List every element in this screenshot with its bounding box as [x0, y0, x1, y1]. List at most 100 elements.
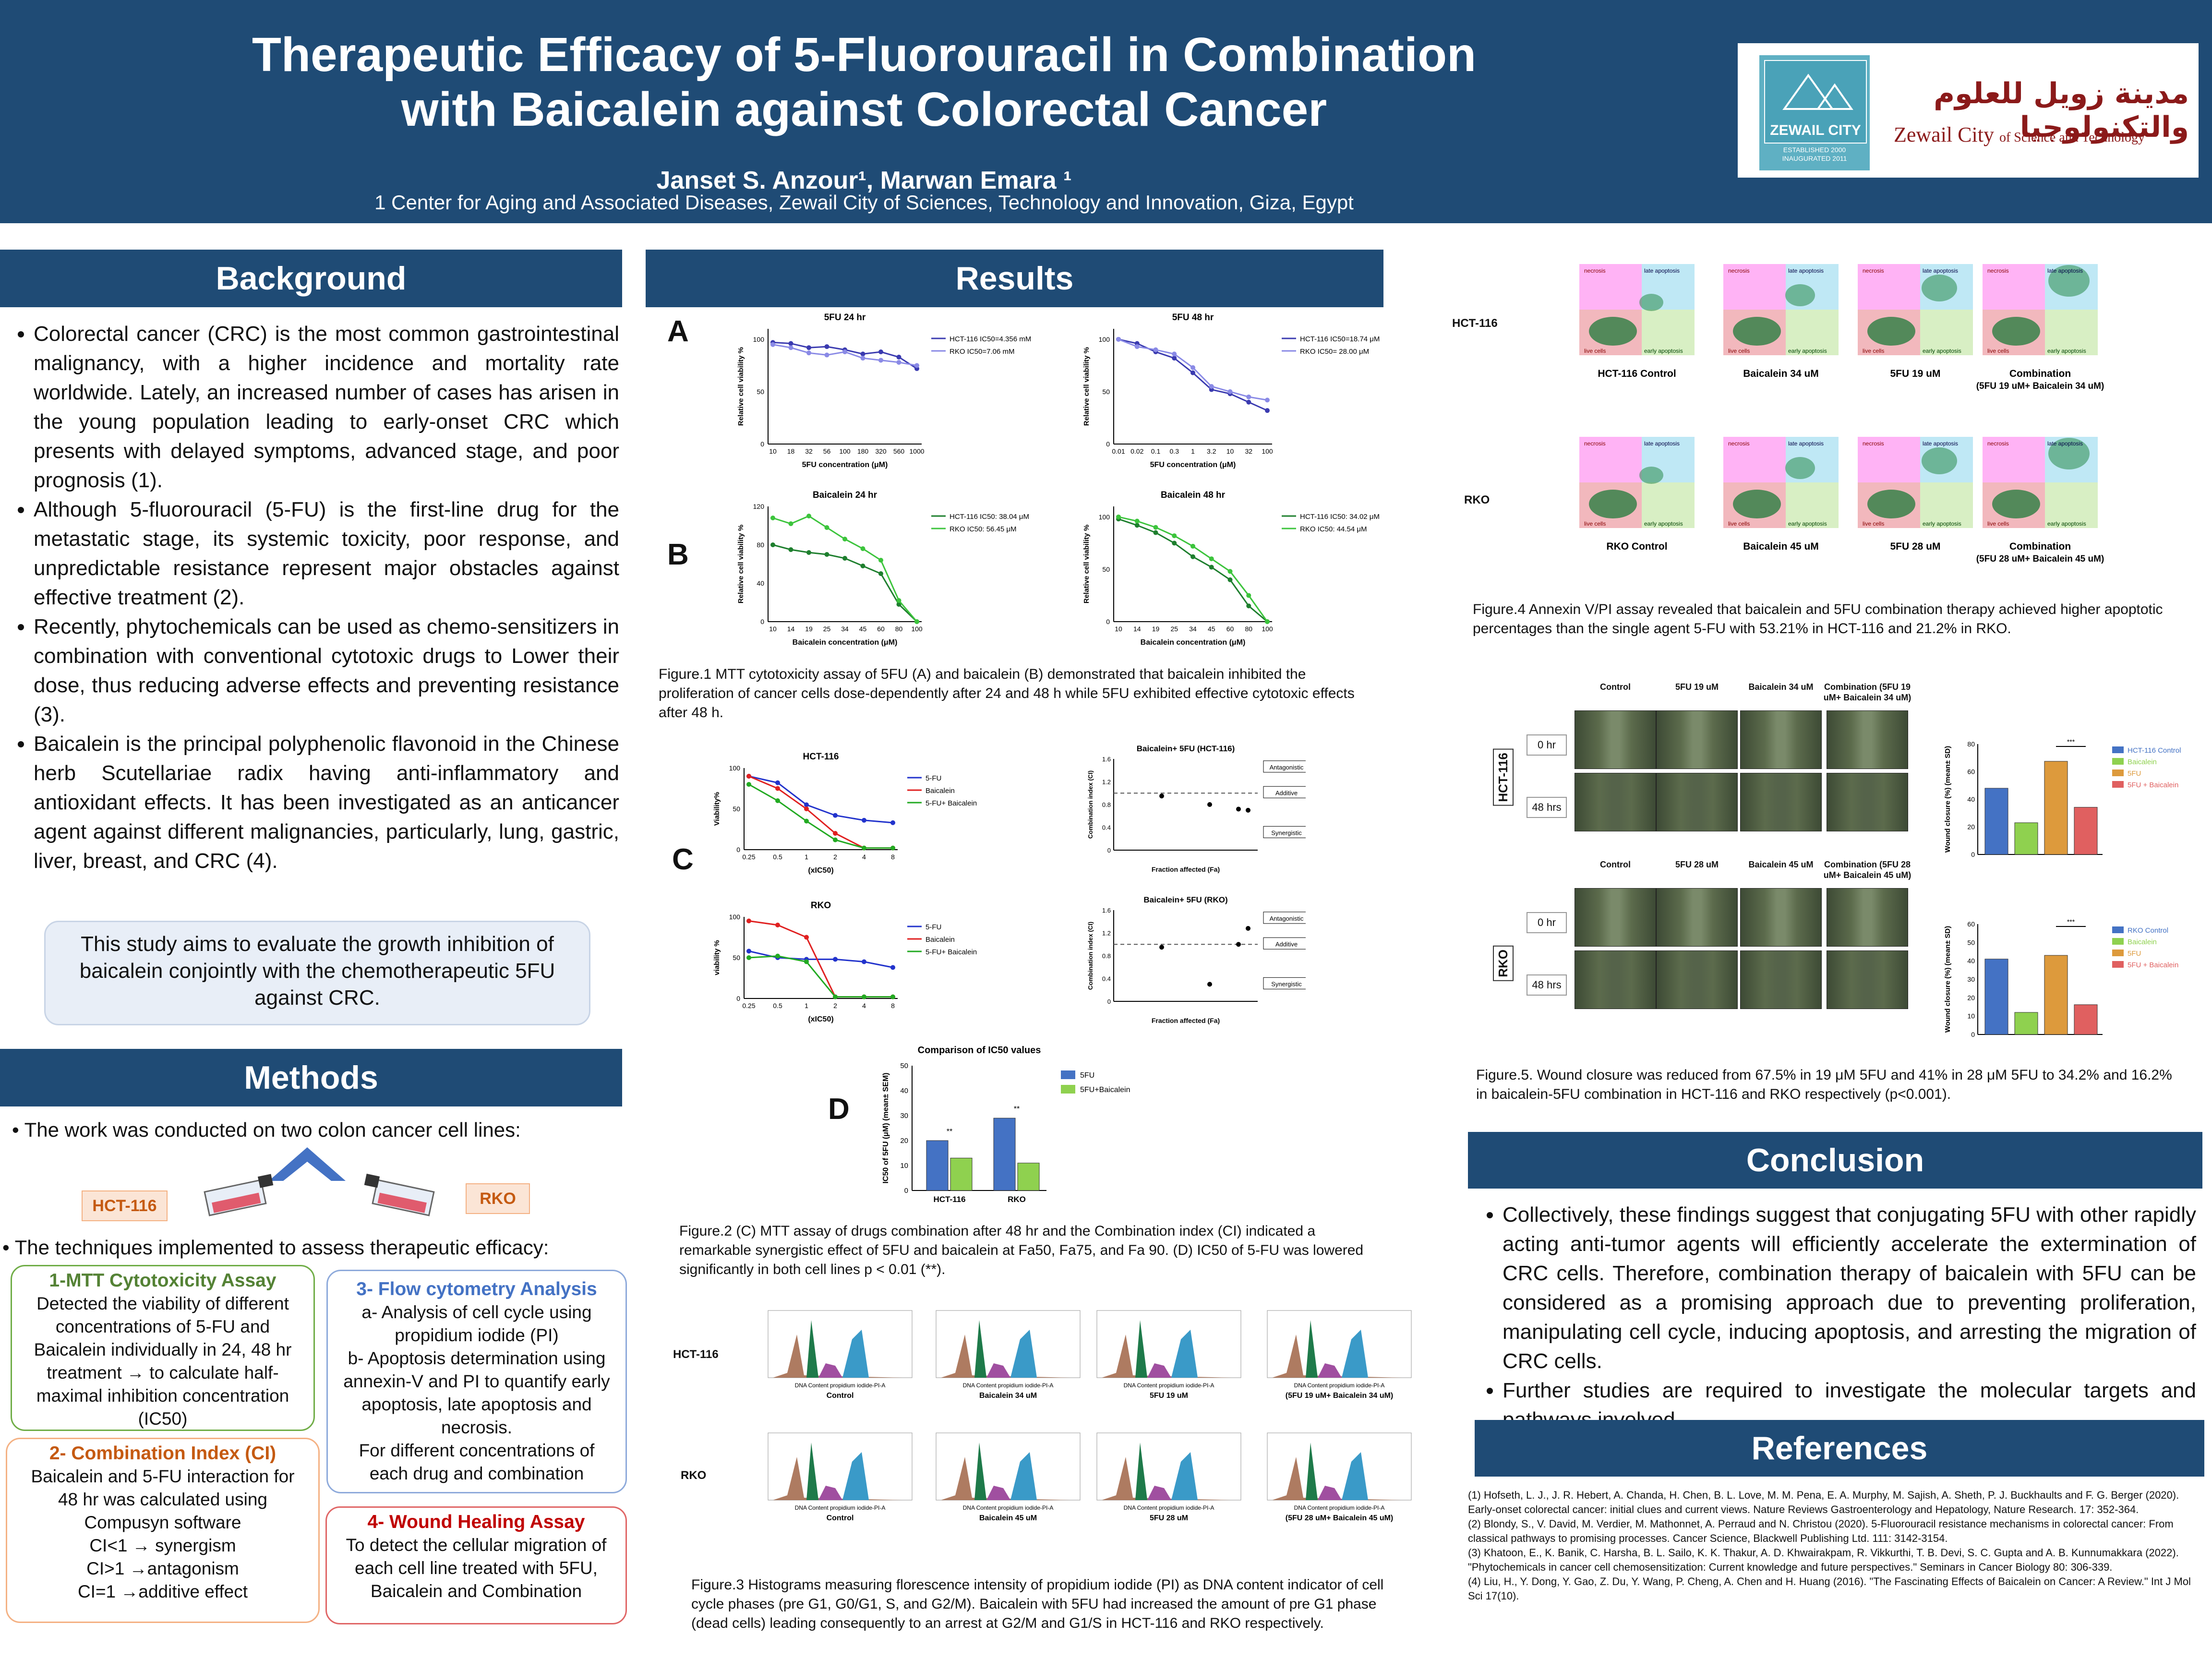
necrosis-quadrant — [1983, 437, 2045, 482]
x-axis-label: Baicalein concentration (μM) — [793, 638, 898, 647]
x-tick-label: 560 — [893, 447, 905, 455]
early-apoptosis-quadrant — [2045, 310, 2098, 355]
y-tick-label: 0.4 — [1102, 975, 1111, 983]
apoptosis-plot-label: Baicalein 45 uM — [1743, 541, 1819, 552]
y-axis-label: Relative cell viability % — [737, 347, 745, 426]
g1-peak — [1135, 1320, 1147, 1378]
flask-icon — [364, 1174, 435, 1216]
y-tick-label: 30 — [1967, 975, 1975, 983]
data-point — [833, 813, 838, 818]
cell-cluster — [1785, 284, 1815, 306]
data-point — [1190, 365, 1195, 370]
x-tick-label: 10 — [769, 625, 777, 633]
cell-cycle-hct116-label: HCT-116 — [673, 1348, 719, 1361]
x-tick-label: 100 — [1262, 447, 1273, 455]
data-point — [775, 953, 780, 959]
ci-point — [1159, 945, 1164, 950]
data-point — [788, 345, 793, 350]
quadrant-label: necrosis — [1987, 440, 2009, 447]
bar — [2044, 955, 2068, 1035]
y-axis-label: Wound closure (%) (mean± SD) — [1944, 926, 1952, 1033]
data-point — [862, 959, 866, 964]
legend-label: Baicalein — [2128, 758, 2157, 766]
flow-apoptosis: b- Apoptosis determination using annexin… — [343, 1348, 610, 1437]
necrosis-quadrant — [1858, 264, 1920, 310]
data-point — [1209, 556, 1214, 562]
data-point — [1227, 569, 1233, 574]
x-tick-label: 8 — [891, 853, 895, 861]
x-tick-label: 32 — [805, 447, 813, 455]
cell-cluster — [1992, 317, 2040, 346]
data-point — [842, 556, 847, 561]
ci-synergism: CI<1 → synergism — [89, 1536, 236, 1555]
x-tick-label: 0.01 — [1112, 447, 1125, 455]
legend-swatch — [2112, 781, 2124, 788]
apoptosis-plot-label: 5FU 28 uM — [1890, 541, 1940, 552]
quadrant-label: live cells — [1728, 520, 1750, 527]
data-point — [878, 571, 883, 576]
data-point — [1265, 619, 1270, 624]
chart-title: 5FU 24 hr — [824, 313, 866, 323]
legend-label: Baicalein — [2128, 938, 2157, 946]
bar — [993, 1118, 1016, 1191]
apoptosis-plot-label: RKO Control — [1606, 541, 1667, 552]
cell-cycle-histogram: DNA Content propidium iodide-PI-A Baicale… — [936, 1310, 1081, 1400]
x-tick-label: 34 — [841, 625, 849, 633]
y-tick-label: 100 — [729, 913, 741, 921]
necrosis-quadrant — [1723, 437, 1786, 482]
wound-microscopy-image — [1575, 710, 1656, 769]
pre-g1-peak — [1102, 1334, 1231, 1378]
bar — [1984, 959, 2008, 1035]
legend-label: RKO IC50: 44.54 μM — [1300, 525, 1367, 533]
quadrant-label: necrosis — [1987, 267, 2009, 274]
ci-antagonism: CI>1 →antagonism — [86, 1559, 239, 1578]
x-tick-label: 8 — [891, 1002, 895, 1010]
data-point — [1190, 370, 1195, 375]
conclusion-text: Collectively, these findings suggest tha… — [1469, 1200, 2196, 1434]
legend-swatch — [2112, 961, 2124, 968]
g1-peak — [806, 1320, 818, 1378]
data-point — [806, 550, 811, 555]
pre-g1-peak — [1102, 1457, 1231, 1500]
ci-region-label: Synergistic — [1271, 980, 1302, 987]
apoptosis-plot-label: Combination — [2009, 541, 2071, 552]
y-tick-label: 50 — [1102, 388, 1110, 396]
cell-cluster — [1992, 490, 2040, 518]
pre-g1-peak — [1272, 1334, 1402, 1378]
background-text: Colorectal cancer (CRC) is the most comm… — [0, 319, 619, 876]
wound-microscopy-image — [1575, 950, 1656, 1009]
y-tick-label: 0 — [1971, 851, 1975, 858]
wound-microscopy-image — [1740, 710, 1822, 769]
x-axis-label: Fraction affected (Fa) — [1152, 866, 1220, 873]
data-point — [1190, 543, 1195, 549]
bar — [2074, 807, 2098, 855]
data-point — [1227, 389, 1233, 394]
data-point — [896, 360, 902, 365]
series-line — [748, 775, 893, 849]
data-point — [824, 552, 830, 557]
ci-region-box — [1263, 912, 1306, 924]
x-tick-label: 100 — [839, 447, 851, 455]
data-point — [824, 352, 830, 358]
wound-microscopy-image — [1827, 950, 1908, 1009]
x-tick-label: 100 — [1262, 625, 1273, 633]
y-tick-label: 40 — [1967, 795, 1975, 803]
early-apoptosis-quadrant — [1786, 482, 1839, 528]
histogram-label: 5FU 28 uM — [1150, 1514, 1188, 1522]
y-axis-label: Viability% — [713, 792, 721, 826]
quadrant-label: necrosis — [1863, 440, 1884, 447]
y-tick-label: 20 — [1967, 994, 1975, 1001]
data-point — [896, 602, 902, 607]
data-point — [833, 831, 838, 836]
methods-heading: Methods — [0, 1049, 622, 1106]
y-tick-label: 0.8 — [1102, 952, 1111, 960]
y-tick-label: 80 — [757, 541, 764, 549]
panel-label-c: C — [672, 843, 694, 876]
y-tick-label: 50 — [1967, 938, 1975, 946]
annexin-pi-plot: necrosis late apoptosis live cells early ap… — [1579, 264, 1695, 379]
data-point — [1172, 351, 1177, 357]
data-point — [775, 786, 780, 791]
x-axis-label: Baicalein concentration (μM) — [1141, 638, 1246, 647]
apoptosis-hct116-label: HCT-116 — [1452, 317, 1498, 330]
s-phase — [1147, 1486, 1171, 1500]
